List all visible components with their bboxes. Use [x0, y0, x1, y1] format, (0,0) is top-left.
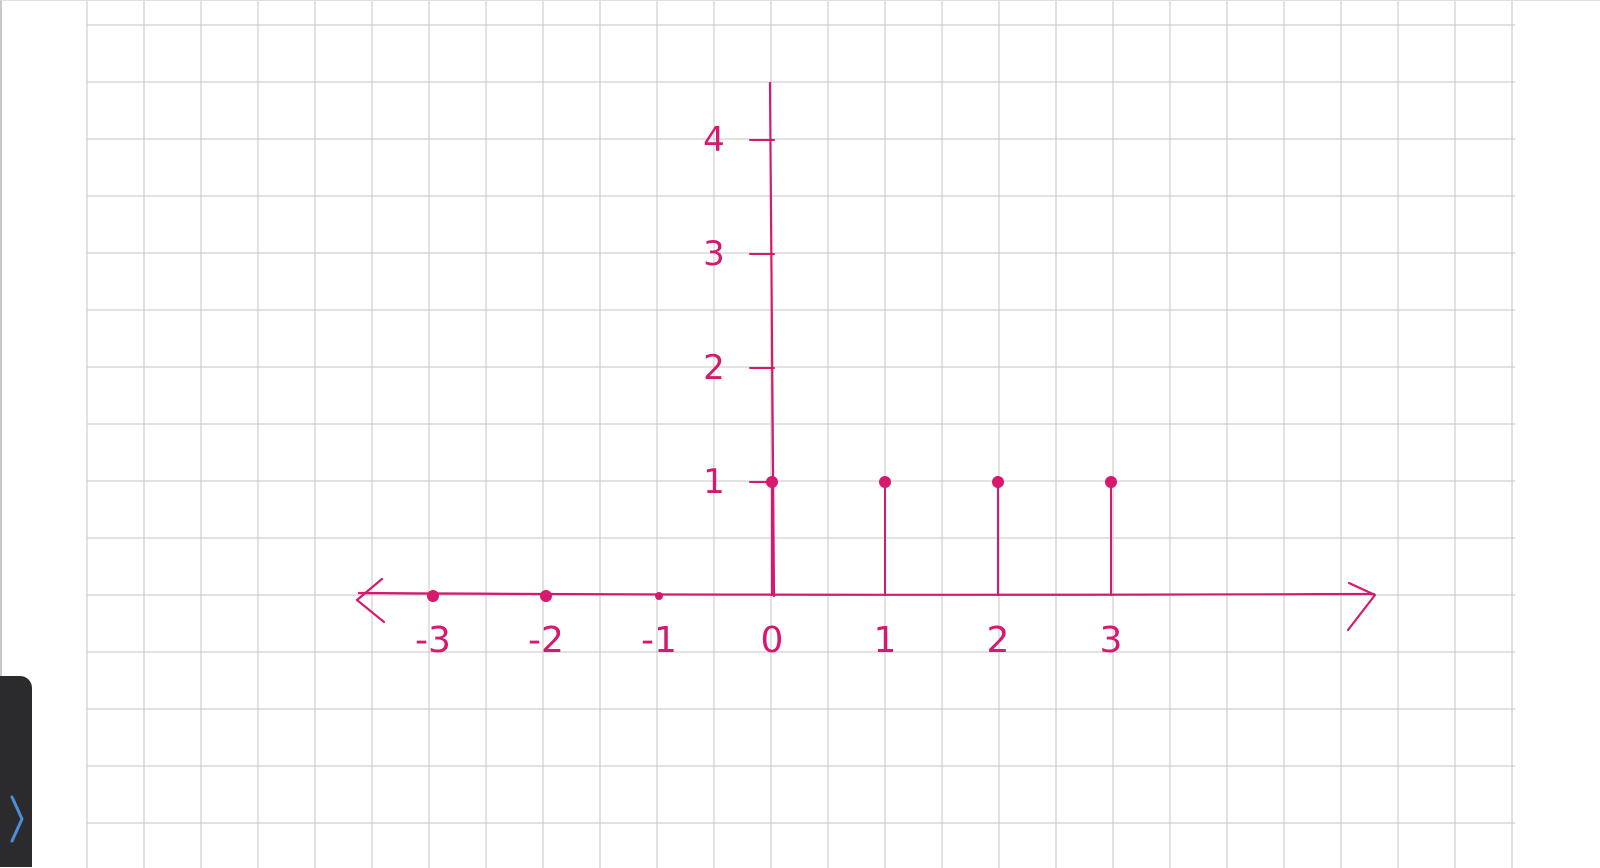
x-tick-label: 3	[1100, 620, 1123, 661]
data-point	[655, 592, 663, 600]
x-tick-label: 0	[761, 620, 784, 661]
data-point	[1105, 476, 1117, 488]
x-tick-label: 1	[874, 620, 897, 661]
x-axis-right-arrow	[1346, 581, 1377, 632]
grid-lines	[86, 1, 1515, 868]
x-axis-line	[357, 591, 1376, 596]
chevron-right-icon[interactable]	[4, 789, 30, 849]
y-axis-line	[768, 81, 776, 598]
tick-labels: -3 -2 -1 0 1 2 3 1 2 3 4	[415, 120, 1122, 661]
x-tick-label: 2	[987, 620, 1010, 661]
y-tick-label: 4	[703, 120, 725, 160]
y-tick-label: 2	[703, 348, 725, 388]
side-panel-toggle[interactable]	[0, 676, 32, 867]
data-point	[766, 476, 778, 488]
axes	[355, 81, 1377, 632]
y-tick-label: 3	[703, 234, 725, 274]
x-tick-label: -3	[415, 620, 451, 661]
data-point	[879, 476, 891, 488]
data-point	[540, 590, 552, 602]
x-tick-label: -2	[528, 620, 564, 661]
x-axis-left-arrow	[355, 577, 386, 624]
data-point	[427, 590, 439, 602]
y-tick-label: 1	[703, 462, 725, 502]
data-marks	[427, 476, 1117, 602]
data-point	[992, 476, 1004, 488]
x-tick-label: -1	[641, 620, 677, 661]
